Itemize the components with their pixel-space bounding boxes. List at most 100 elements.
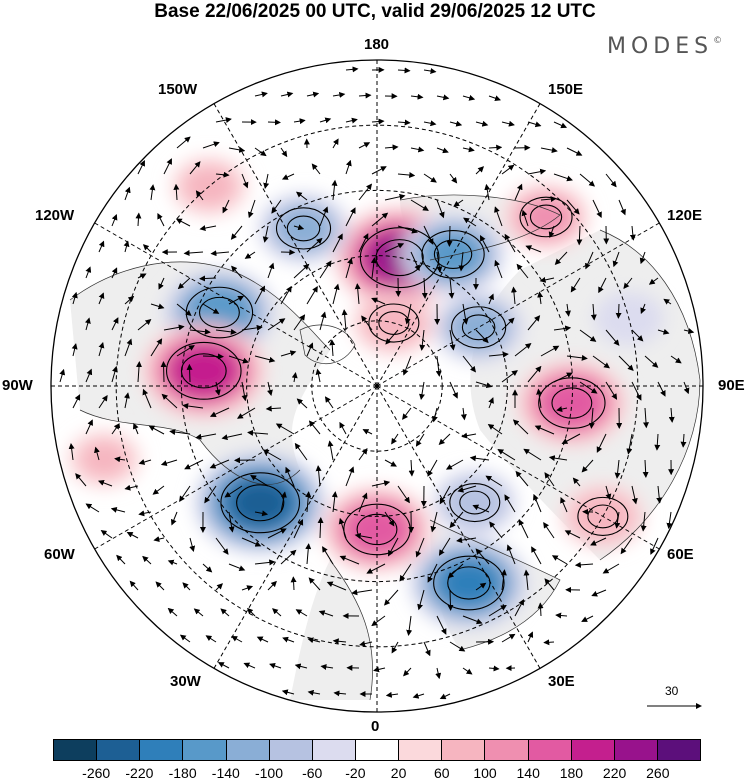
- wind-arrow: [221, 433, 243, 441]
- colorbar-tick-label: 20: [390, 765, 407, 781]
- wind-arrow: [306, 237, 323, 253]
- wind-arrow: [202, 353, 224, 360]
- wind-arrow: [427, 459, 438, 477]
- colorbar-swatch: [312, 740, 356, 760]
- wind-arrow: [397, 119, 411, 126]
- wind-arrow: [574, 561, 594, 568]
- wind-arrow: [602, 563, 620, 574]
- copyright-mark: ©: [713, 36, 723, 46]
- colorbar-tick-label: 60: [434, 765, 450, 781]
- wind-arrow: [148, 425, 165, 435]
- wind-arrow: [157, 212, 165, 227]
- wind-arrow: [137, 160, 145, 175]
- wind-arrow: [462, 94, 476, 101]
- wind-arrow: [236, 407, 256, 419]
- wind-arrow: [267, 119, 281, 126]
- wind-arrow: [295, 609, 308, 617]
- wind-arrow: [332, 91, 346, 98]
- wind-arrow: [598, 277, 607, 294]
- colorbar-swatch: [657, 740, 701, 760]
- wind-arrow: [472, 504, 490, 513]
- wind-arrow: [167, 559, 178, 566]
- wind-arrow: [566, 147, 583, 156]
- wind-arrow: [469, 455, 490, 462]
- wind-arrow: [176, 303, 192, 317]
- wind-arrow: [319, 206, 329, 227]
- wind-arrow: [640, 303, 646, 314]
- wind-arrow: [84, 317, 91, 331]
- wind-arrow: [644, 355, 659, 368]
- wind-arrow: [293, 518, 304, 539]
- wind-arrow: [306, 91, 320, 98]
- wind-arrow: [94, 446, 100, 461]
- wind-arrow: [305, 491, 312, 513]
- meridian-line: [376, 222, 660, 387]
- wind-arrow: [446, 225, 453, 247]
- wind-arrow: [639, 251, 646, 265]
- graticule: [51, 60, 703, 712]
- wind-arrow: [124, 186, 131, 201]
- colorbar-tick-label: -180: [168, 765, 197, 781]
- wind-arrow: [506, 544, 516, 565]
- wind-arrow: [129, 580, 139, 591]
- wind-arrow: [280, 147, 288, 158]
- wind-arrow: [291, 372, 298, 383]
- wind-arrow: [384, 144, 399, 151]
- wind-arrow: [271, 199, 282, 214]
- colorbar-swatch: [442, 740, 486, 760]
- wind-arrow: [358, 142, 371, 149]
- wind-arrow: [329, 339, 336, 357]
- wind-arrow: [189, 161, 201, 175]
- wind-arrow: [204, 485, 217, 504]
- wind-arrow: [475, 381, 493, 389]
- meridian-line: [376, 103, 541, 387]
- wind-arrow: [254, 147, 267, 157]
- wind-arrow: [241, 381, 248, 402]
- wind-arrow: [231, 635, 243, 643]
- wind-arrow: [132, 422, 139, 435]
- wind-arrow: [592, 199, 602, 219]
- wind-arrow: [85, 266, 92, 279]
- latitude-circle: [246, 255, 508, 517]
- wind-arrow: [388, 537, 399, 557]
- wind-arrow: [650, 537, 659, 555]
- wind-arrow: [371, 166, 387, 175]
- wind-arrow: [280, 549, 297, 565]
- wind-arrow: [306, 286, 318, 305]
- wind-arrow: [296, 398, 308, 409]
- label-120w: 120W: [35, 207, 75, 224]
- anomaly-blob: [521, 197, 571, 237]
- wind-arrow: [338, 517, 347, 539]
- wind-arrow: [615, 303, 622, 319]
- wind-arrow: [153, 536, 165, 542]
- wind-arrow: [332, 233, 343, 253]
- label-150w: 150W: [158, 81, 198, 98]
- label-30w: 30W: [170, 673, 201, 690]
- wind-arrow: [412, 692, 425, 699]
- wind-arrow: [553, 325, 572, 332]
- wind-arrow: [504, 494, 516, 513]
- wind-arrow: [241, 324, 263, 331]
- colorbar-tick-label: -140: [211, 765, 240, 781]
- wind-arrow: [544, 472, 555, 487]
- wind-arrow: [537, 602, 544, 617]
- wind-arrow: [590, 537, 607, 546]
- wind-arrow: [579, 329, 597, 342]
- wind-arrow: [501, 370, 518, 383]
- wind-arrow: [199, 225, 217, 232]
- wind-arrow: [182, 403, 204, 410]
- contour-line: [198, 296, 240, 329]
- wind-arrow: [308, 420, 321, 435]
- wind-arrow: [536, 388, 543, 409]
- wind-arrow: [683, 381, 690, 395]
- colorbar-tick-label: 220: [602, 765, 627, 781]
- colorbar-swatch: [485, 740, 529, 760]
- wind-arrow: [243, 662, 256, 669]
- wind-arrow: [514, 183, 523, 201]
- contour-line: [236, 484, 285, 522]
- wind-arrow: [217, 662, 230, 669]
- wind-arrow: [183, 250, 204, 257]
- wind-arrow: [531, 546, 542, 565]
- wind-arrow: [98, 341, 105, 357]
- wind-arrow: [294, 663, 308, 670]
